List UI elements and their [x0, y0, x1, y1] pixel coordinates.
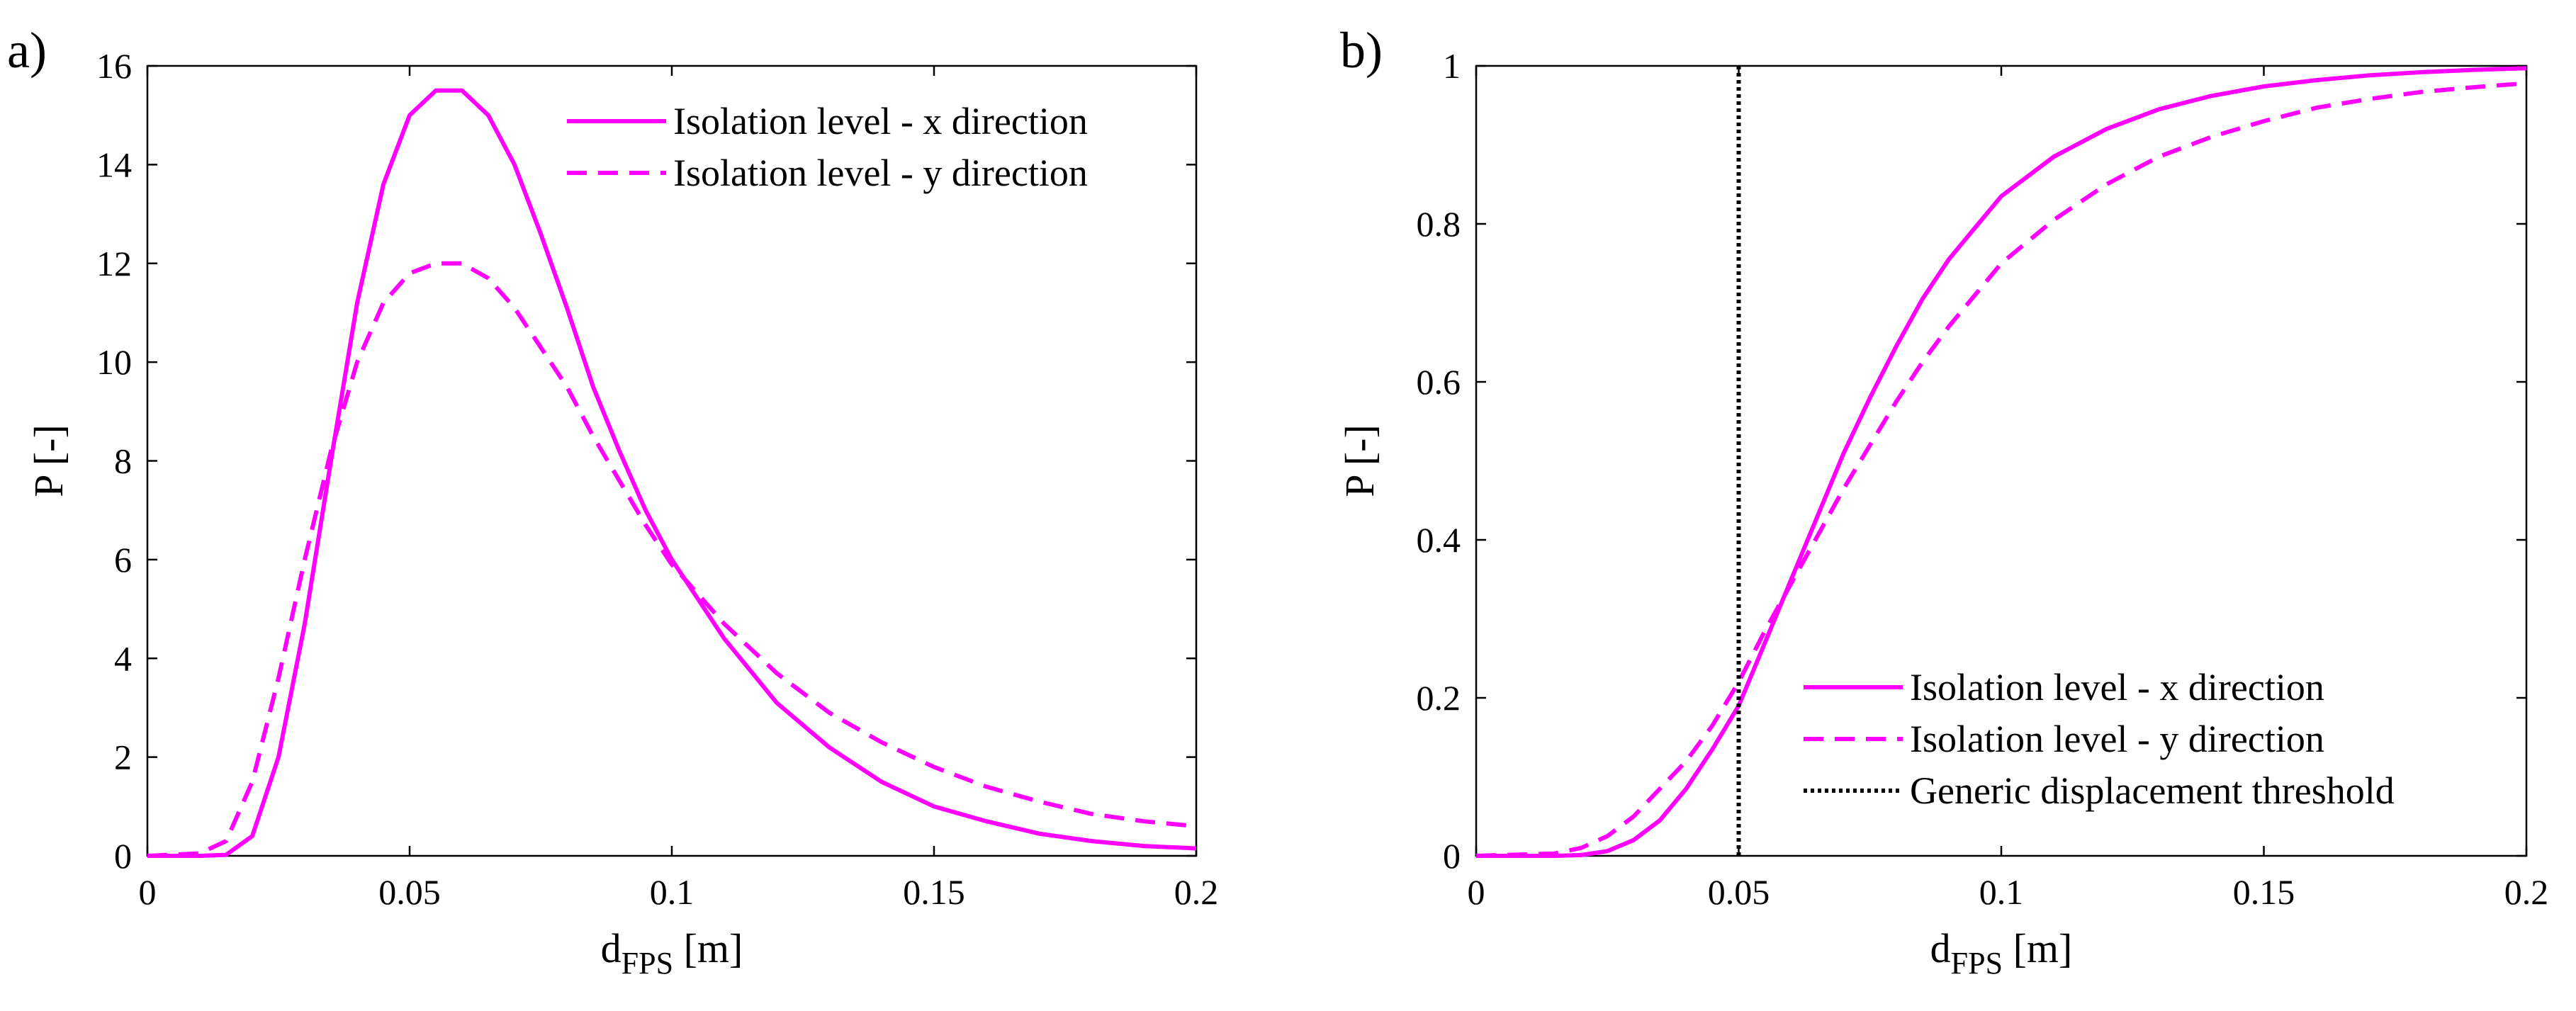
panel-label: b): [1340, 22, 1383, 79]
y-tick-label: 0.8: [1417, 204, 1461, 244]
legend-label: Generic displacement threshold: [1910, 769, 2395, 812]
x-tick-label: 0.05: [378, 872, 441, 912]
y-tick-label: 4: [114, 638, 132, 678]
y-tick-label: 8: [114, 441, 132, 481]
y-tick-label: 16: [96, 46, 132, 86]
x-tick-label: 0.05: [1708, 872, 1770, 912]
x-tick-label: 0.2: [1174, 872, 1219, 912]
y-axis-label: P [-]: [26, 424, 72, 497]
y-tick-label: 1: [1443, 46, 1461, 86]
y-tick-label: 0.2: [1417, 678, 1461, 718]
y-tick-label: 0.4: [1417, 520, 1461, 560]
x-tick-label: 0.1: [650, 872, 694, 912]
x-tick-label: 0.1: [1979, 872, 2024, 912]
x-axis-label: dFPS [m]: [1930, 925, 2073, 981]
series-line-x-direction: [147, 88, 1197, 858]
legend: Isolation level - x direction Isolation l…: [567, 100, 1088, 194]
x-tick-label: 0.2: [2504, 872, 2549, 912]
y-tick-label: 14: [96, 145, 132, 184]
series-line-y-direction: [147, 261, 1197, 858]
y-tick-label: 0: [114, 836, 132, 876]
chart-a: 0 0.05 0.1 0.15 0.2 0 2 4 6 8 10 12 14 16 dFPS [m] P [-…: [7, 22, 1218, 981]
chart-b: 0 0.05 0.1 0.15 0.2 0 0.2 0.4 0.6 0.8 1 dFPS [m] P […: [1337, 22, 2548, 981]
legend: Isolation level - x direction Isolation l…: [1804, 666, 2395, 812]
y-tick-label: 0: [1443, 836, 1461, 876]
x-tick-label: 0: [1468, 872, 1485, 912]
y-tick-label: 0.6: [1417, 362, 1461, 402]
legend-label: Isolation level - y direction: [1910, 718, 2324, 760]
y-axis-label: P [-]: [1337, 424, 1383, 497]
series-line-x-direction: [1476, 66, 2527, 858]
y-tick-label: 6: [114, 540, 132, 580]
panel-label: a): [7, 22, 47, 79]
y-tick-label: 10: [96, 342, 132, 382]
legend-label: Isolation level - x direction: [1910, 666, 2324, 708]
y-tick-label: 2: [114, 738, 132, 777]
legend-label: Isolation level - y direction: [673, 152, 1088, 194]
x-axis-label: dFPS [m]: [601, 925, 743, 981]
x-tick-label: 0: [139, 872, 157, 912]
legend-label: Isolation level - x direction: [673, 100, 1088, 142]
x-tick-label: 0.15: [903, 872, 965, 912]
y-tick-label: 12: [96, 244, 132, 283]
series-line-y-direction: [1475, 81, 2527, 858]
x-tick-label: 0.15: [2233, 872, 2295, 912]
